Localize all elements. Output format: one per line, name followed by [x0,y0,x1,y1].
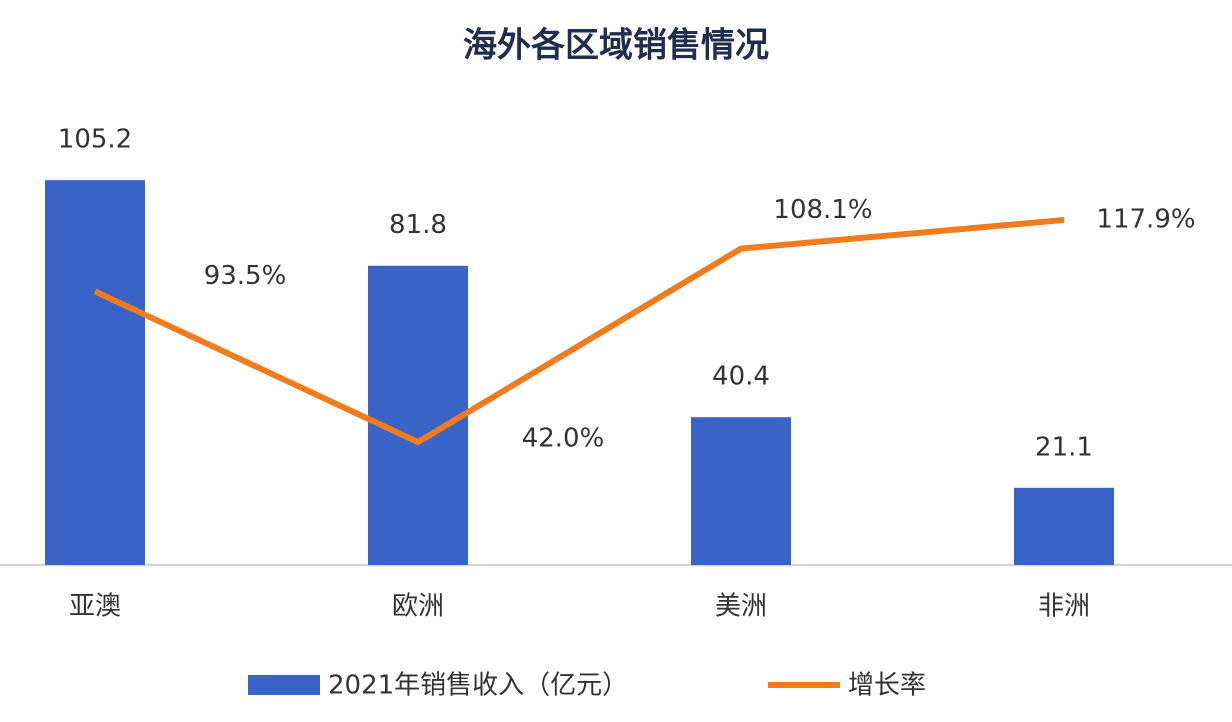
line [93,216,1065,446]
bar [1014,487,1114,565]
legend-label: 2021年销售收入（亿元） [328,671,628,701]
data-label: 21.1 [1035,432,1093,462]
x-tick-label: 美洲 [715,592,767,622]
legend-swatch [248,675,320,695]
data-label: 117.9% [1096,204,1195,234]
bar [691,417,791,565]
data-label: 40.4 [712,362,770,392]
x-tick-label: 亚澳 [69,592,121,622]
data-label: 105.2 [58,125,132,155]
data-label: 81.8 [389,210,447,240]
data-label: 42.0% [522,424,605,454]
legend-label: 增长率 [848,671,926,701]
bar [368,265,468,565]
bar [45,180,145,566]
data-label: 93.5% [204,261,287,291]
x-tick-label: 非洲 [1038,592,1090,622]
chart-title: 海外各区域销售情况 [463,26,769,66]
data-label: 108.1% [773,195,872,225]
x-tick-label: 欧洲 [392,592,444,622]
